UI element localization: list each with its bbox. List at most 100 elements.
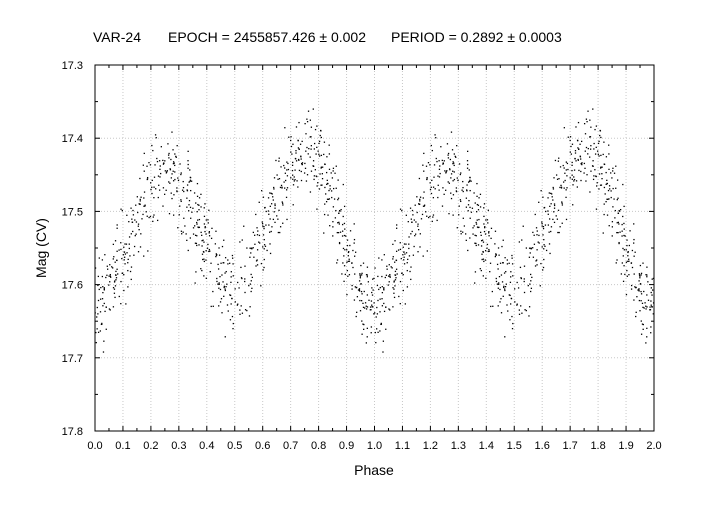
- data-point: [97, 275, 99, 278]
- data-point: [580, 162, 582, 165]
- data-point: [334, 172, 336, 174]
- data-point: [244, 278, 246, 280]
- data-point: [418, 203, 421, 206]
- data-point: [370, 332, 372, 334]
- data-point: [328, 189, 330, 192]
- data-point: [485, 277, 487, 279]
- data-point: [353, 242, 355, 244]
- data-point: [326, 182, 329, 185]
- data-point: [402, 274, 404, 276]
- data-point: [249, 306, 251, 308]
- data-point: [152, 220, 154, 223]
- data-point: [536, 259, 538, 261]
- data-point: [178, 214, 180, 216]
- data-point: [263, 248, 265, 250]
- data-point: [589, 156, 591, 158]
- data-point: [240, 305, 242, 307]
- data-point: [379, 298, 381, 300]
- data-point: [436, 219, 438, 222]
- data-point: [278, 157, 280, 159]
- data-point: [645, 305, 647, 307]
- x-tick-label: 1.1: [395, 440, 410, 452]
- data-point: [342, 215, 344, 218]
- data-point: [489, 262, 492, 264]
- data-point: [433, 164, 436, 166]
- data-point: [590, 145, 592, 147]
- data-point: [203, 258, 205, 260]
- data-point: [536, 230, 538, 232]
- data-point: [263, 266, 265, 269]
- data-point: [212, 290, 214, 293]
- data-point: [399, 242, 401, 244]
- data-point: [288, 136, 290, 138]
- data-point: [159, 165, 161, 167]
- data-point: [135, 221, 138, 223]
- data-point: [484, 227, 486, 229]
- data-point: [377, 299, 379, 302]
- data-point: [504, 336, 506, 338]
- data-point: [408, 247, 410, 250]
- data-point: [248, 315, 251, 317]
- data-point: [561, 222, 563, 224]
- data-point: [323, 213, 326, 216]
- data-point: [370, 326, 373, 328]
- data-point: [466, 189, 468, 191]
- data-point: [128, 236, 131, 238]
- data-point: [521, 239, 523, 241]
- data-point: [109, 309, 111, 311]
- data-point: [101, 323, 103, 325]
- data-point: [295, 126, 298, 128]
- data-point: [403, 259, 405, 261]
- data-point: [389, 309, 391, 311]
- data-point: [595, 146, 597, 149]
- data-point: [154, 164, 156, 166]
- data-point: [346, 293, 348, 296]
- data-point: [148, 216, 150, 219]
- data-point: [207, 222, 209, 224]
- data-point: [638, 299, 641, 302]
- data-point: [153, 186, 155, 188]
- data-point: [347, 251, 350, 254]
- data-point: [153, 197, 155, 199]
- data-point: [109, 273, 111, 276]
- data-point: [376, 306, 378, 309]
- data-point: [457, 179, 459, 182]
- data-point: [562, 164, 564, 167]
- data-point: [347, 275, 349, 277]
- data-point: [523, 265, 526, 267]
- data-point: [449, 158, 452, 161]
- data-point: [231, 297, 233, 300]
- data-point: [482, 275, 484, 277]
- data-point: [652, 313, 654, 315]
- data-point: [547, 224, 550, 226]
- data-point: [193, 192, 196, 194]
- data-point: [417, 223, 419, 225]
- data-point: [176, 145, 178, 147]
- data-point: [130, 233, 132, 235]
- data-point: [556, 178, 559, 180]
- data-point: [639, 310, 641, 312]
- data-point: [156, 160, 159, 163]
- data-point: [139, 177, 141, 180]
- data-point: [337, 199, 339, 201]
- data-point: [203, 223, 206, 225]
- data-point: [123, 256, 126, 258]
- data-point: [267, 197, 270, 199]
- data-point: [366, 336, 368, 338]
- data-point: [558, 178, 560, 180]
- data-point: [174, 164, 176, 167]
- data-point: [623, 205, 625, 208]
- data-point: [431, 179, 433, 182]
- data-point: [635, 315, 637, 318]
- data-point: [278, 160, 280, 162]
- data-point: [168, 157, 170, 159]
- data-point: [163, 162, 165, 164]
- data-point: [565, 196, 567, 199]
- data-point: [128, 243, 130, 245]
- data-point: [585, 146, 588, 149]
- data-point: [392, 256, 394, 258]
- data-point: [97, 284, 99, 287]
- data-point: [337, 179, 339, 181]
- data-point: [360, 300, 363, 302]
- data-point: [547, 213, 549, 215]
